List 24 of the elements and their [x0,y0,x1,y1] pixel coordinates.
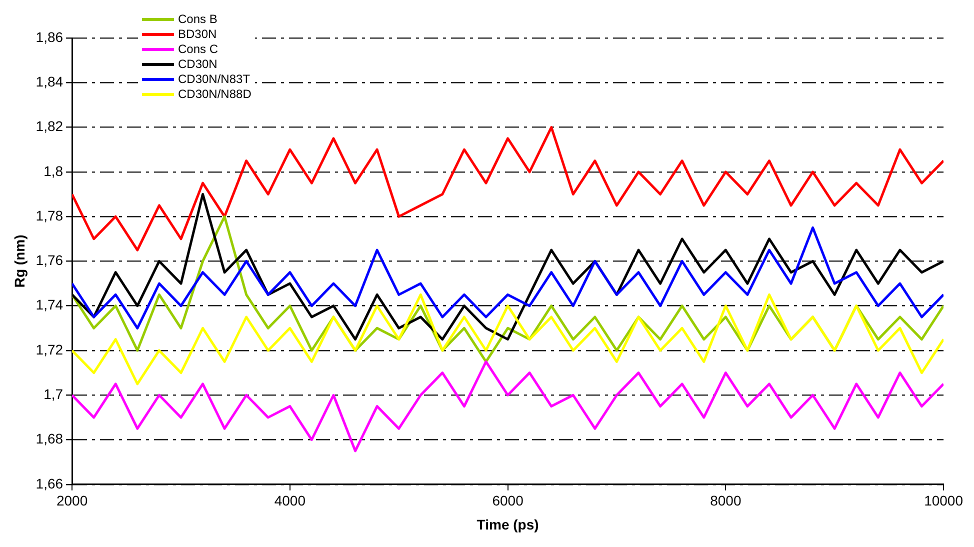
y-tick-label: 1,68 [36,430,64,447]
x-tick-label: 10000 [924,492,964,509]
y-axis-title: Rg (nm) [11,234,28,288]
legend-label: BD30N [178,27,217,42]
y-tick-label: 1,72 [36,341,64,358]
y-tick-label: 1,84 [36,74,64,90]
legend-label: Cons C [178,42,218,57]
y-tick-label: 1,78 [36,207,64,224]
y-tick-label: 1,66 [36,475,64,492]
legend-label: Cons B [178,12,218,27]
y-tick-label: 1,8 [44,162,64,179]
x-tick-label: 2000 [56,492,88,509]
legend-label: CD30N [178,57,218,72]
y-tick-label: 1,74 [36,296,64,313]
x-tick-label: 6000 [492,492,524,509]
x-tick-label: 8000 [710,492,742,509]
y-tick-label: 1,82 [36,118,64,134]
legend-label: CD30N/N88D [178,87,252,102]
legend-label: CD30N/N83T [178,72,250,87]
y-tick-label: 1,76 [36,252,64,268]
y-tick-label: 1,7 [44,386,64,402]
x-tick-label: 4000 [274,492,306,509]
x-axis-title: Time (ps) [476,516,539,532]
y-tick-label: 1,86 [36,28,64,45]
